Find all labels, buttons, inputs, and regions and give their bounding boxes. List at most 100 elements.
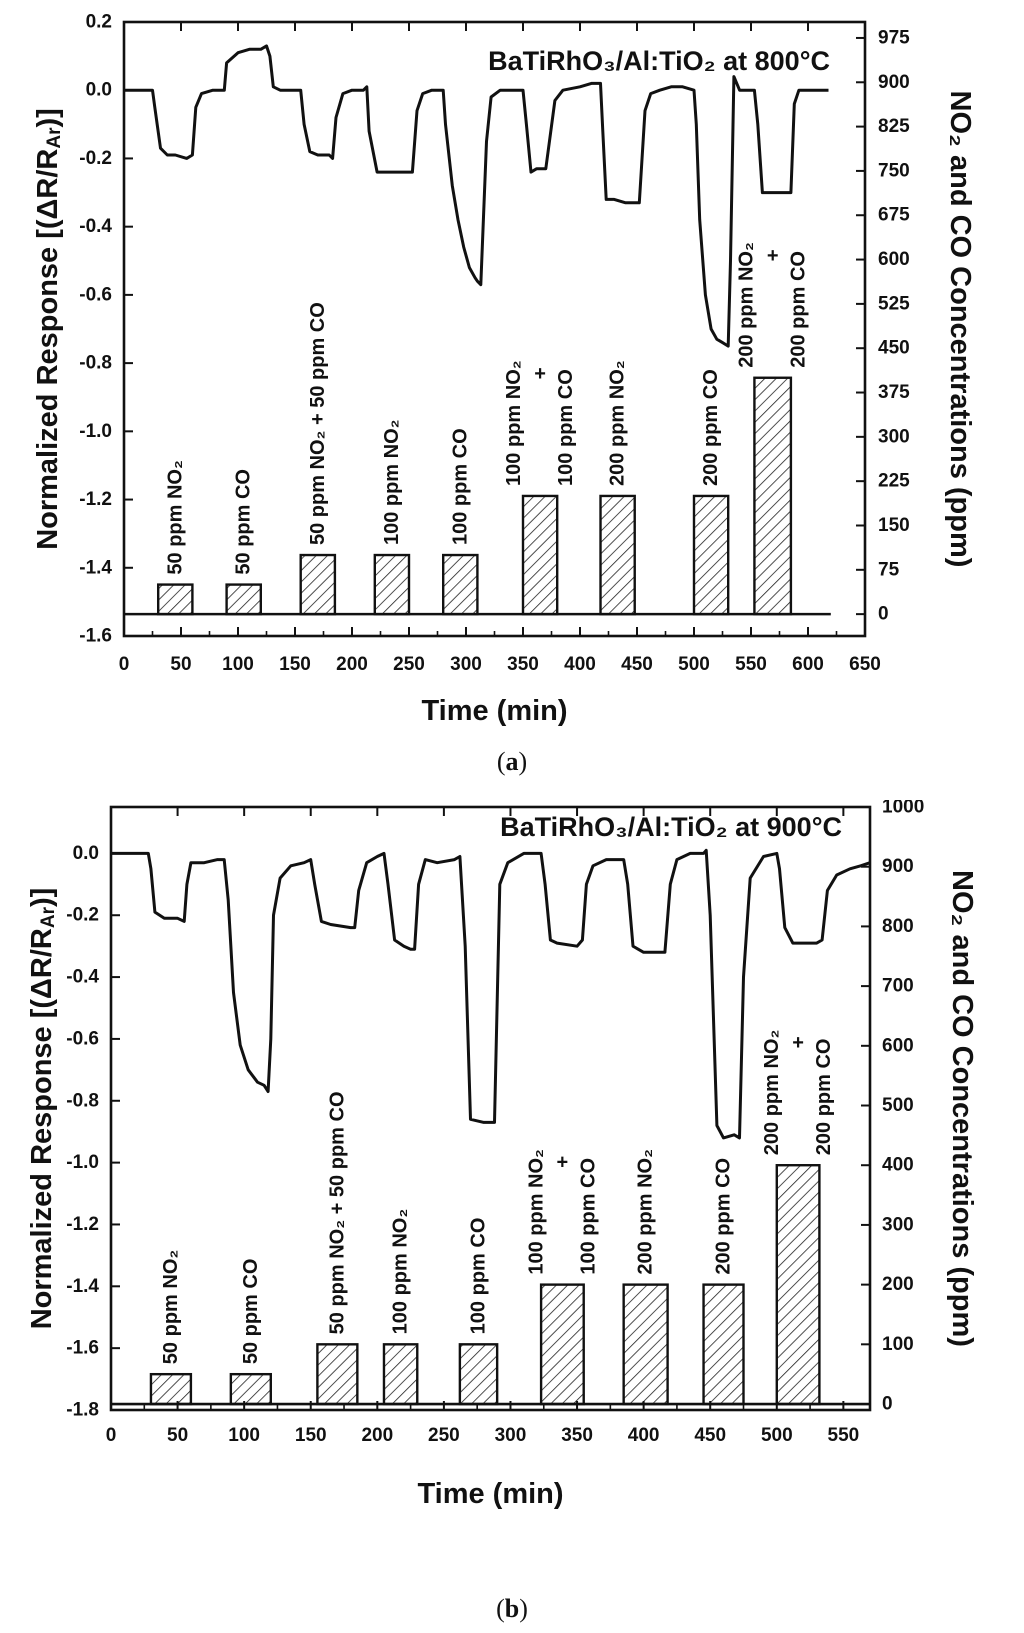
x-tick-label: 400	[628, 1425, 660, 1446]
bar-annotation: 200 ppm NO₂	[761, 1030, 783, 1156]
y-tick-label: -1.2	[66, 1214, 99, 1235]
bar-annotation: 100 ppm CO	[468, 1218, 490, 1335]
bar-annotation: 100 ppm CO	[555, 369, 577, 486]
y2-tick-label: 375	[878, 382, 910, 403]
x-tick-label: 350	[507, 654, 539, 675]
x-tick-label: 200	[336, 654, 368, 675]
y-tick-label: -0.2	[66, 905, 99, 926]
bar-annotation: 200 ppm CO	[813, 1039, 835, 1156]
caption-close: )	[519, 1594, 528, 1623]
y-axis-title-sub: Ar	[38, 906, 59, 928]
bar-annotation: 100 ppm CO	[449, 428, 471, 545]
bar-annotation: 200 ppm NO₂	[607, 360, 629, 486]
y2-axis-title: NO₂ and CO Concentrations (ppm)	[944, 91, 976, 568]
y2-tick-label: 400	[882, 1155, 914, 1176]
bar-annotation: +	[557, 1152, 569, 1174]
y-tick-label: -0.6	[66, 1028, 99, 1049]
concentration-bar	[702, 1283, 745, 1406]
y-axis-title: Normalized Response [(ΔR/RAr)]	[26, 888, 59, 1330]
y2-tick-label: 0	[878, 604, 889, 625]
x-axis-title: Time (min)	[417, 1478, 563, 1510]
y2-tick-label: 900	[878, 72, 910, 93]
x-tick-label: 300	[450, 654, 482, 675]
x-tick-label: 50	[170, 654, 191, 675]
y2-axis-title: NO₂ and CO Concentrations (ppm)	[946, 870, 978, 1347]
chart-panel-b: 50 ppm NO₂ 50 ppm CO 50 ppm NO₂ + 50 ppm C…	[0, 800, 1024, 1633]
y-tick-label: -1.0	[79, 421, 112, 442]
y2-tick-label: 0	[882, 1394, 893, 1415]
y-tick-label: 0.2	[86, 12, 112, 33]
x-tick-label: 50	[167, 1425, 188, 1446]
caption-letter: a	[506, 747, 519, 776]
concentration-bar	[229, 1372, 272, 1406]
chart-b-svg: 50 ppm NO₂ 50 ppm CO 50 ppm NO₂ + 50 ppm C…	[26, 800, 978, 1623]
y2-tick-label: 675	[878, 205, 910, 226]
x-tick-label: 300	[495, 1425, 527, 1446]
response-line	[111, 848, 870, 1140]
plot-frame	[109, 805, 872, 1412]
y-axis-title-main: Normalized Response [(ΔR/R	[26, 928, 58, 1329]
y2-tick-label: 600	[878, 249, 910, 270]
y2-tick-label: 600	[882, 1035, 914, 1056]
bar-annotation: 100 ppm CO	[577, 1158, 599, 1275]
y-tick-label: 0.0	[86, 80, 112, 101]
bar-annotation: 200 ppm NO₂	[736, 242, 758, 368]
y-tick-label: -1.0	[66, 1152, 99, 1173]
y2-tick-label: 525	[878, 293, 910, 314]
y2-tick-label: 300	[882, 1214, 914, 1235]
bar-annotation: 50 ppm NO₂ + 50 ppm CO	[307, 302, 329, 545]
y-tick-label: -0.4	[79, 216, 112, 237]
bar-annotation: 200 ppm CO	[700, 369, 722, 486]
bar-annotation: 100 ppm NO₂	[381, 419, 403, 545]
y2-tick-label: 975	[878, 27, 910, 48]
caption-open: (	[497, 747, 506, 776]
y2-tick-label: 825	[878, 116, 910, 137]
concentration-bar	[156, 583, 194, 616]
x-tick-label: 550	[828, 1425, 860, 1446]
concentration-bar	[622, 1283, 669, 1406]
chart-title: BaTiRhO₃/Al:TiO₂ at 800°C	[488, 46, 830, 76]
bar-annotation: 200 ppm CO	[788, 251, 810, 368]
concentration-bar	[521, 494, 559, 616]
y-tick-label: -0.6	[79, 284, 112, 305]
x-tick-label: 250	[428, 1425, 460, 1446]
bar-annotation: 50 ppm NO₂ + 50 ppm CO	[326, 1091, 348, 1334]
x-tick-label: 450	[621, 654, 653, 675]
concentration-bar	[299, 553, 337, 616]
y-tick-label: -0.8	[79, 353, 112, 374]
y2-tick-label: 150	[878, 515, 910, 536]
concentration-bar	[442, 553, 479, 616]
bar-annotation: 200 ppm CO	[713, 1158, 735, 1275]
y-tick-label: -0.4	[66, 967, 99, 988]
y-tick-label: -0.2	[79, 148, 112, 169]
concentration-bar	[692, 494, 730, 616]
caption-close: )	[519, 747, 528, 776]
x-tick-label: 150	[295, 1425, 327, 1446]
x-tick-label: 400	[564, 654, 596, 675]
x-tick-label: 550	[735, 654, 767, 675]
y2-tick-label: 700	[882, 976, 914, 997]
concentration-bar	[316, 1343, 359, 1406]
y-axis-title-sub: Ar	[44, 127, 65, 149]
bar-annotation: 100 ppm NO₂	[390, 1209, 412, 1335]
bar-annotation: +	[792, 1032, 804, 1054]
x-tick-label: 200	[361, 1425, 393, 1446]
concentration-bar	[458, 1343, 499, 1406]
concentration-bar	[599, 494, 636, 616]
plot-area	[111, 848, 870, 1406]
bar-annotation: 100 ppm NO₂	[525, 1149, 547, 1275]
bar-annotation: 100 ppm NO₂	[503, 360, 525, 486]
y-axis-title: Normalized Response [(ΔR/RAr)]	[32, 108, 65, 550]
y-tick-label: -1.2	[79, 489, 112, 510]
y-tick-label: -0.8	[66, 1090, 99, 1111]
y-tick-label: -1.4	[66, 1276, 99, 1297]
y-axis-title-end: )]	[32, 108, 64, 127]
chart-a-svg: 50 ppm NO₂ 50 ppm CO 50 ppm NO₂ + 50 ppm C…	[32, 12, 976, 777]
bar-annotation: 50 ppm NO₂	[160, 1250, 182, 1364]
x-tick-label: 650	[849, 654, 881, 675]
y2-tick-label: 75	[878, 559, 900, 580]
bar-annotation: +	[534, 363, 546, 385]
y2-tick-label: 500	[882, 1095, 914, 1116]
x-axis-title: Time (min)	[421, 695, 567, 727]
caption-letter: b	[505, 1594, 519, 1623]
